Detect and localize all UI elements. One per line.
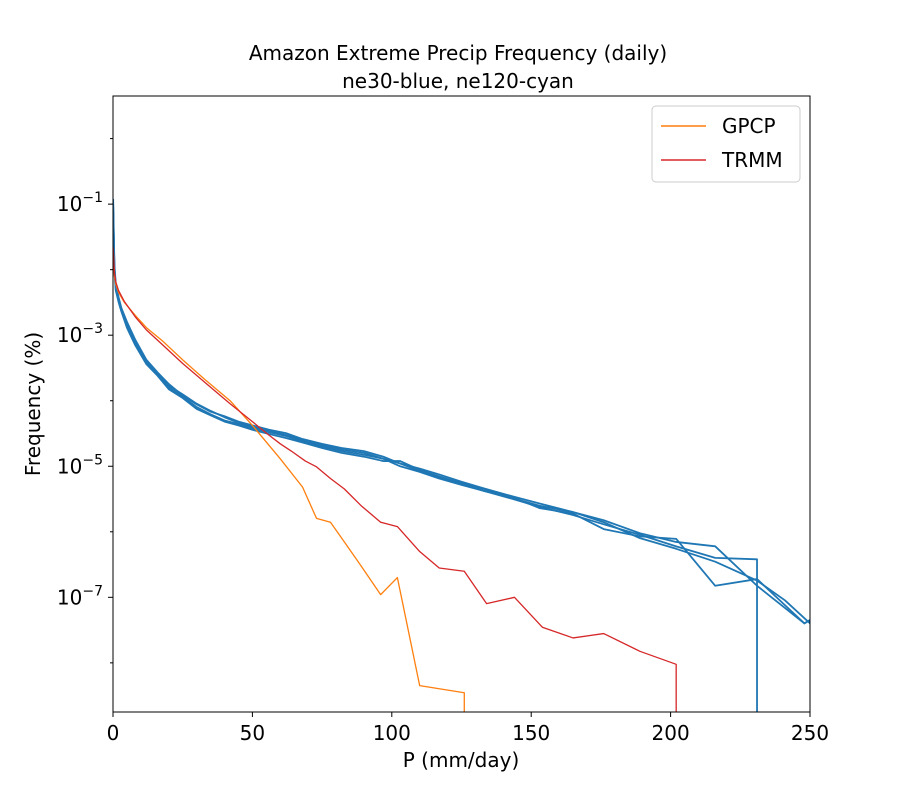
y-tick-label: 10−5 bbox=[57, 452, 103, 478]
series-lines bbox=[113, 198, 810, 712]
y-axis-label: Frequency (%) bbox=[21, 332, 45, 476]
x-tick-label: 100 bbox=[373, 721, 411, 745]
legend-label-trmm: TRMM bbox=[721, 148, 783, 172]
chart-title: Amazon Extreme Precip Frequency (daily) bbox=[249, 41, 667, 65]
series-line-run-3 bbox=[113, 207, 758, 712]
x-axis-label: P (mm/day) bbox=[403, 748, 520, 772]
x-tick-label: 250 bbox=[791, 721, 829, 745]
series-line-trmm bbox=[113, 247, 677, 712]
y-tick-label: 10−3 bbox=[57, 321, 103, 347]
series-line-run-4 bbox=[113, 210, 810, 625]
y-tick-label: 10−1 bbox=[57, 190, 103, 216]
chart-subtitle: ne30-blue, ne120-cyan bbox=[342, 69, 574, 93]
x-tick-label: 200 bbox=[652, 721, 690, 745]
y-tick-label: 10−7 bbox=[57, 583, 103, 609]
y-axis-ticks: 10−1 10−3 10−5 10−7 bbox=[57, 138, 113, 664]
legend-label-gpcp: GPCP bbox=[722, 114, 776, 138]
x-tick-label: 0 bbox=[107, 721, 120, 745]
legend-box bbox=[651, 105, 801, 183]
x-axis-ticks: 0 50 100 150 200 250 bbox=[107, 712, 829, 745]
series-line-run-2 bbox=[113, 204, 810, 625]
legend: GPCP TRMM bbox=[651, 105, 801, 183]
x-tick-label: 150 bbox=[512, 721, 550, 745]
x-tick-label: 50 bbox=[240, 721, 265, 745]
series-line-gpcp bbox=[113, 249, 465, 712]
plot-frame bbox=[112, 95, 811, 713]
series-line-run-1 bbox=[113, 198, 810, 625]
